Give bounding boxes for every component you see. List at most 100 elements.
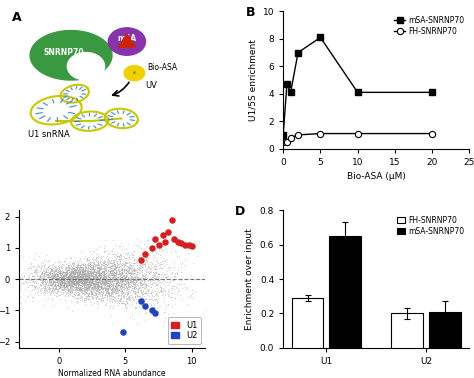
Point (156, 279, 164, 285)
Point (56, 269, 64, 275)
Point (82, 278, 89, 284)
Point (117, 265, 125, 271)
Point (92, 287, 100, 293)
Point (110, 285, 118, 291)
Point (50, 292, 58, 298)
Point (89, 265, 97, 271)
Point (70, 280, 78, 287)
Point (122, 273, 130, 279)
Point (37, 264, 45, 270)
Point (75, 279, 83, 285)
Point (93, 286, 101, 292)
Point (78, 283, 86, 289)
Point (111, 274, 119, 280)
Point (36, 286, 44, 292)
Point (154, 266, 161, 272)
Point (139, 281, 146, 287)
Point (102, 287, 109, 293)
Point (85, 274, 93, 280)
Point (85, 276, 93, 282)
Point (95, 266, 102, 272)
Point (78, 279, 85, 285)
Point (118, 260, 125, 266)
Point (82, 284, 89, 290)
Point (76, 271, 83, 277)
Point (129, 295, 137, 301)
Point (64, 267, 71, 273)
Point (123, 280, 130, 287)
Point (109, 268, 117, 274)
Point (85, 278, 92, 284)
Point (133, 270, 141, 276)
Point (48, 281, 55, 287)
Point (69, 266, 77, 272)
Point (74, 276, 82, 282)
Point (144, 238, 152, 244)
Point (80, 273, 87, 279)
Point (146, 293, 153, 299)
Point (118, 267, 126, 273)
Point (159, 271, 166, 277)
Point (95, 272, 103, 278)
Point (117, 276, 125, 282)
Point (28, 294, 36, 300)
Point (82, 274, 89, 280)
Point (27, 291, 34, 297)
Point (75, 271, 83, 277)
Point (74, 280, 82, 287)
Point (108, 285, 115, 291)
Point (85, 271, 92, 277)
Point (101, 287, 109, 293)
Point (93, 265, 101, 271)
Point (100, 289, 107, 295)
Point (97, 285, 105, 291)
Point (108, 271, 116, 277)
Point (66, 265, 73, 271)
Point (116, 257, 123, 263)
Point (62, 271, 70, 277)
Point (97, 265, 104, 271)
Point (55, 276, 63, 282)
Point (156, 252, 164, 258)
Point (90, 266, 98, 273)
Point (45, 287, 53, 293)
Point (37, 290, 45, 296)
Point (130, 285, 138, 291)
Point (118, 283, 125, 289)
Point (28, 270, 36, 276)
Point (116, 285, 124, 291)
Polygon shape (31, 96, 82, 124)
Point (54, 273, 61, 279)
Point (95, 265, 102, 271)
Point (113, 279, 121, 285)
Point (95, 271, 103, 277)
Point (138, 272, 146, 278)
Point (54, 283, 62, 289)
Point (103, 272, 111, 278)
Point (82, 276, 90, 282)
Point (116, 277, 124, 284)
Point (60, 278, 68, 284)
Point (117, 280, 125, 286)
Point (156, 284, 164, 290)
Point (70, 266, 78, 272)
Point (73, 280, 81, 287)
Point (66, 273, 73, 279)
Point (55, 269, 62, 275)
Point (163, 261, 170, 267)
Point (110, 272, 118, 278)
Point (119, 278, 127, 284)
Point (92, 274, 100, 280)
Point (65, 273, 73, 279)
Point (72, 269, 79, 275)
Point (110, 277, 118, 283)
Point (92, 271, 100, 277)
Point (84, 257, 91, 263)
Point (76, 277, 83, 283)
Point (49, 268, 56, 274)
Point (29, 276, 36, 282)
Point (144, 277, 152, 283)
Point (126, 261, 134, 267)
Point (120, 262, 128, 268)
Point (80, 284, 88, 290)
